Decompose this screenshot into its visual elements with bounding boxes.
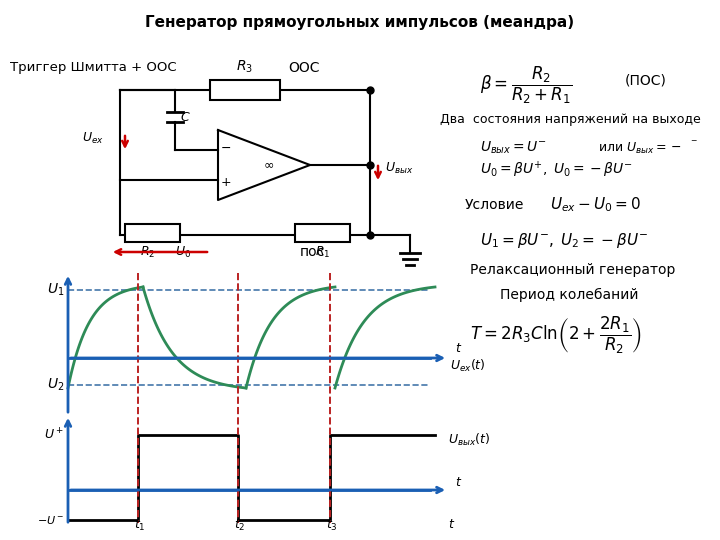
Bar bbox=[125, 224, 180, 242]
Text: $U_{вых}(t)$: $U_{вых}(t)$ bbox=[448, 432, 490, 448]
Text: $\infty$: $\infty$ bbox=[264, 159, 274, 172]
Text: или $U_{вых} = -$: или $U_{вых} = -$ bbox=[598, 140, 682, 156]
Text: $U_{вых} = U^{-}$: $U_{вых} = U^{-}$ bbox=[480, 140, 547, 156]
Text: $R_2$: $R_2$ bbox=[140, 245, 155, 260]
Text: $U_2$: $U_2$ bbox=[47, 377, 64, 393]
Text: Два  состояния напряжений на выходе: Два состояния напряжений на выходе bbox=[440, 113, 701, 126]
Text: $t$: $t$ bbox=[455, 476, 462, 489]
Text: $T = 2R_3 C \ln\!\left(2 + \dfrac{2R_1}{R_2}\right)$: $T = 2R_3 C \ln\!\left(2 + \dfrac{2R_1}{… bbox=[470, 314, 642, 356]
Text: $R_3$: $R_3$ bbox=[236, 59, 253, 75]
Polygon shape bbox=[218, 130, 310, 200]
Text: $^{-}$: $^{-}$ bbox=[690, 138, 698, 148]
Text: $t$: $t$ bbox=[449, 518, 456, 531]
Text: $-$: $-$ bbox=[220, 141, 232, 154]
Text: пос: пос bbox=[300, 245, 325, 259]
Text: $U_0 = \beta U^{+},\; U_0 = -\beta U^{-}$: $U_0 = \beta U^{+},\; U_0 = -\beta U^{-}… bbox=[480, 160, 633, 180]
Text: $U^+$: $U^+$ bbox=[44, 427, 64, 443]
Text: $R_1$: $R_1$ bbox=[315, 245, 330, 260]
Text: Релаксационный генератор: Релаксационный генератор bbox=[470, 263, 675, 277]
Text: $U_0$: $U_0$ bbox=[175, 245, 191, 260]
Text: $U_1$: $U_1$ bbox=[47, 282, 64, 298]
Text: $-U^-$: $-U^-$ bbox=[37, 514, 64, 526]
Text: Условие: Условие bbox=[465, 198, 524, 212]
Text: (ПОС): (ПОС) bbox=[625, 73, 667, 87]
Text: $+$: $+$ bbox=[220, 176, 232, 189]
Text: Генератор прямоугольных импульсов (меандра): Генератор прямоугольных импульсов (меанд… bbox=[145, 15, 575, 30]
Text: $U_{ех}$: $U_{ех}$ bbox=[82, 131, 104, 146]
Text: Триггер Шмитта + ООС: Триггер Шмитта + ООС bbox=[10, 62, 176, 75]
Bar bbox=[295, 224, 350, 242]
Text: Период колебаний: Период колебаний bbox=[500, 288, 639, 302]
Text: $t_2$: $t_2$ bbox=[234, 517, 246, 532]
Text: ООС: ООС bbox=[288, 61, 320, 75]
Bar bbox=[210, 80, 280, 100]
Text: $U_1 = \beta U^{-},\; U_2 = -\beta U^{-}$: $U_1 = \beta U^{-},\; U_2 = -\beta U^{-}… bbox=[480, 231, 648, 249]
Text: $t$: $t$ bbox=[455, 341, 462, 354]
Text: $C$: $C$ bbox=[180, 111, 191, 124]
Text: $t_3$: $t_3$ bbox=[326, 517, 338, 532]
Text: $U_{ех} - U_0 = 0$: $U_{ех} - U_0 = 0$ bbox=[550, 195, 641, 214]
Text: $\beta = \dfrac{R_2}{R_2 + R_1}$: $\beta = \dfrac{R_2}{R_2 + R_1}$ bbox=[480, 64, 572, 106]
Text: $t_1$: $t_1$ bbox=[134, 517, 146, 532]
Text: $U_{вых}$: $U_{вых}$ bbox=[385, 160, 413, 176]
Text: $U_{ех}(t)$: $U_{ех}(t)$ bbox=[450, 358, 486, 374]
